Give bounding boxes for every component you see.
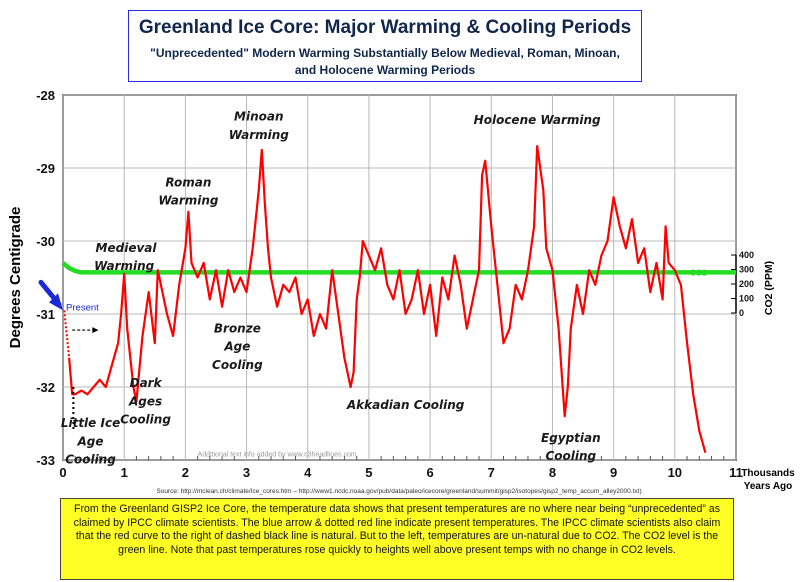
annotation-label: Holocene Warming [474, 113, 601, 127]
x-tick-label: 0 [59, 465, 66, 480]
watermark: Additional text info added by www.c3head… [198, 451, 357, 458]
co2-tick-label: 200 [739, 279, 754, 289]
co2-tick-label: 100 [739, 294, 754, 304]
grid [62, 94, 737, 461]
annotation-label: Cooling [545, 449, 596, 463]
axis-tick-labels: 0 1 2 3 4 5 6 7 8 9 10 11 -28 -29 -30 -31 -32 -33 Degrees … [7, 88, 795, 495]
x-tick-label: 8 [549, 465, 556, 480]
x-tick-label: 7 [488, 465, 495, 480]
extras: Present Additional text info added by www… [38, 279, 357, 458]
source-note: Source: http://mclean.ch/climate/Ice_cor… [156, 488, 641, 495]
title-box: Greenland Ice Core: Major Warming & Cool… [128, 10, 642, 82]
temperature-line [68, 145, 707, 453]
annotation-label: Medieval [96, 241, 158, 255]
series-layer: CO2 [61, 145, 736, 453]
co2-tick-label: 400 [739, 250, 754, 260]
annotation-label: Warming [158, 194, 219, 208]
annotation-label: Little Ice [61, 416, 120, 430]
annotation-label: Cooling [65, 453, 116, 467]
x-tick-label: 6 [426, 465, 433, 480]
y-tick-label: -31 [36, 307, 55, 322]
annotation-label: Warming [229, 128, 290, 142]
annotation-label: Age [223, 340, 250, 354]
annotation-label: Warming [94, 259, 155, 273]
x-tick-label: 9 [610, 465, 617, 480]
co2-tick-label: 300 [739, 265, 754, 275]
annotation-label: Cooling [212, 358, 263, 372]
annotation-label: Egyptian [541, 431, 601, 445]
x-tick-label: 11 [729, 465, 743, 480]
x-tick-label: 1 [121, 465, 128, 480]
annotation-label: Cooling [120, 413, 171, 427]
y-tick-label: -29 [36, 161, 55, 176]
x-tick-label: 2 [182, 465, 189, 480]
x-tick-label: 10 [668, 465, 682, 480]
chart: 0 100 200 300 400 CO2 (PPM) CO2 0 1 2 3 4 5 6 7 8 9 10 1… [7, 88, 795, 495]
annotation-label: Akkadian Cooling [346, 398, 465, 412]
x-tick-label: 3 [243, 465, 250, 480]
annotation-label: Roman [165, 175, 211, 189]
co2-axis-label: CO2 (PPM) [763, 261, 775, 315]
annotation-label: Minoan [234, 110, 283, 124]
y-tick-label: -28 [36, 88, 55, 103]
annotation-label: Ages [128, 394, 162, 408]
co2-axis: 0 100 200 300 400 CO2 (PPM) [731, 250, 775, 318]
annotations: Minoan Warming Holocene Warming Roman Warmin… [61, 110, 601, 467]
co2-tick-label: 0 [739, 308, 744, 318]
x-axis-label-line1: Thousands [741, 468, 795, 479]
y-tick-label: -30 [36, 234, 55, 249]
annotation-label: Bronze [214, 321, 261, 335]
y-tick-label: -33 [36, 453, 55, 468]
annotation-label: Age [77, 434, 104, 448]
y-tick-label: -32 [36, 380, 55, 395]
x-tick-label: 4 [304, 465, 312, 480]
chart-subtitle: "Unprecedented" Modern Warming Substanti… [150, 46, 620, 77]
present-arrow-head [92, 327, 99, 333]
caption-box: From the Greenland GISP2 Ice Core, the t… [60, 498, 734, 580]
present-label: Present [66, 302, 99, 313]
blue-arrow-head [49, 293, 63, 311]
y-axis-label: Degrees Centigrade [7, 207, 24, 349]
x-axis-label-line2: Years Ago [744, 481, 793, 492]
annotation-label: Dark [130, 376, 163, 390]
co2-line-label: CO2 [690, 268, 707, 277]
x-tick-label: 5 [365, 465, 372, 480]
chart-title: Greenland Ice Core: Major Warming & Cool… [138, 17, 632, 38]
co2-line [61, 261, 736, 275]
